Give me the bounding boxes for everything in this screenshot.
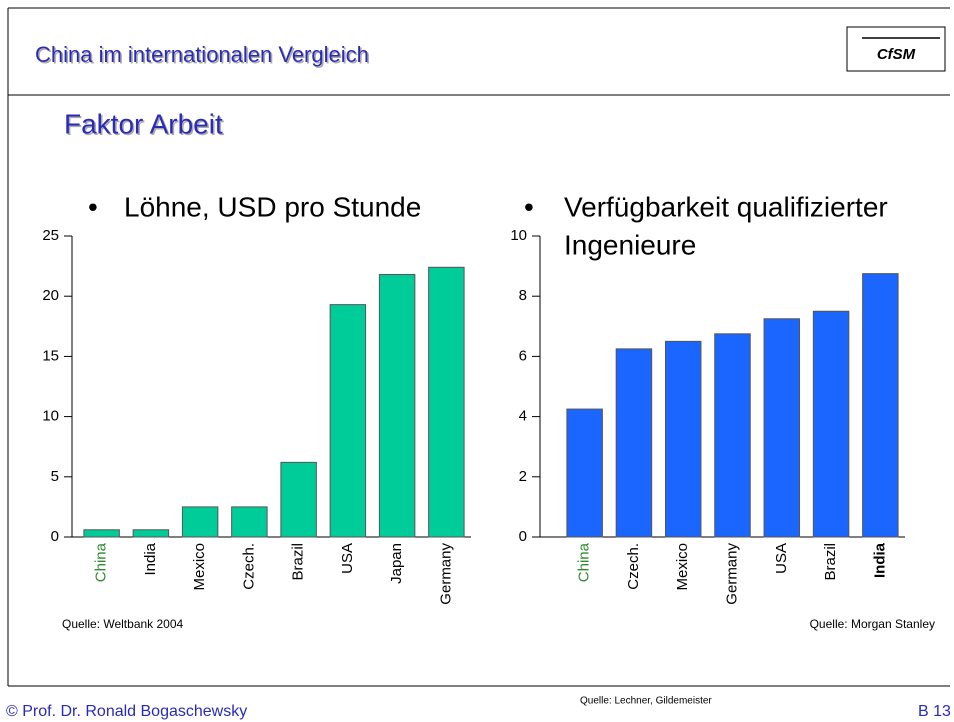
y-tick-label: 20 xyxy=(42,287,59,304)
x-tick-label: Czech. xyxy=(625,543,642,590)
x-tick-label: Czech. xyxy=(240,543,257,590)
bar xyxy=(714,333,751,538)
y-tick-label: 0 xyxy=(519,528,527,545)
footer-author: © Prof. Dr. Ronald Bogaschewsky xyxy=(6,703,247,720)
y-tick-label: 4 xyxy=(519,408,527,425)
bar xyxy=(615,348,653,538)
x-tick-label: Mexico xyxy=(191,543,208,591)
bar xyxy=(280,461,317,538)
y-tick-label: 15 xyxy=(42,347,59,364)
bar xyxy=(378,274,416,538)
x-tick-label: USA xyxy=(773,543,790,574)
bar xyxy=(231,506,268,538)
bar xyxy=(132,529,170,538)
y-tick-label: 6 xyxy=(519,347,527,364)
bullet: • xyxy=(88,191,98,222)
x-tick-label: China xyxy=(576,542,593,582)
x-tick-label: Japan xyxy=(388,543,405,584)
chart-title: Ingenieure xyxy=(564,229,696,260)
source: Quelle: Weltbank 2004 xyxy=(62,617,184,631)
bar xyxy=(862,273,899,538)
subtitle: Faktor Arbeit xyxy=(64,108,223,139)
y-tick-label: 10 xyxy=(510,227,527,244)
logo-box xyxy=(846,26,946,72)
bar xyxy=(566,408,603,538)
bar xyxy=(763,318,801,538)
logo: CfSM xyxy=(877,46,916,63)
footer-source: Quelle: Lechner, Gildemeister xyxy=(580,696,712,707)
bar xyxy=(812,310,850,538)
y-tick-label: 2 xyxy=(519,468,527,485)
bar xyxy=(83,529,120,538)
y-tick-label: 10 xyxy=(42,408,59,425)
y-tick-label: 5 xyxy=(51,468,59,485)
bar xyxy=(428,266,465,538)
x-tick-label: Germany xyxy=(437,543,454,605)
chart-title: Verfügbarkeit qualifizierter xyxy=(564,191,888,222)
x-tick-label: India xyxy=(142,542,159,575)
slide-title: China im internationalen Vergleich xyxy=(35,42,369,67)
y-tick-label: 25 xyxy=(42,227,59,244)
x-tick-label: USA xyxy=(339,543,356,574)
source: Quelle: Morgan Stanley xyxy=(810,617,935,631)
x-tick-label: Germany xyxy=(723,543,740,605)
x-tick-label: China xyxy=(93,542,110,582)
bullet: • xyxy=(524,191,534,222)
bar xyxy=(664,340,702,538)
x-tick-label: India xyxy=(871,542,888,578)
bar xyxy=(181,506,219,538)
y-tick-label: 0 xyxy=(51,528,59,545)
y-tick-label: 8 xyxy=(519,287,527,304)
x-tick-label: Mexico xyxy=(674,543,691,591)
bar xyxy=(329,304,367,538)
page-number: B 13 xyxy=(918,703,951,720)
x-tick-label: Brazil xyxy=(822,543,839,581)
x-tick-label: Brazil xyxy=(290,543,307,581)
chart-title: Löhne, USD pro Stunde xyxy=(124,191,421,222)
